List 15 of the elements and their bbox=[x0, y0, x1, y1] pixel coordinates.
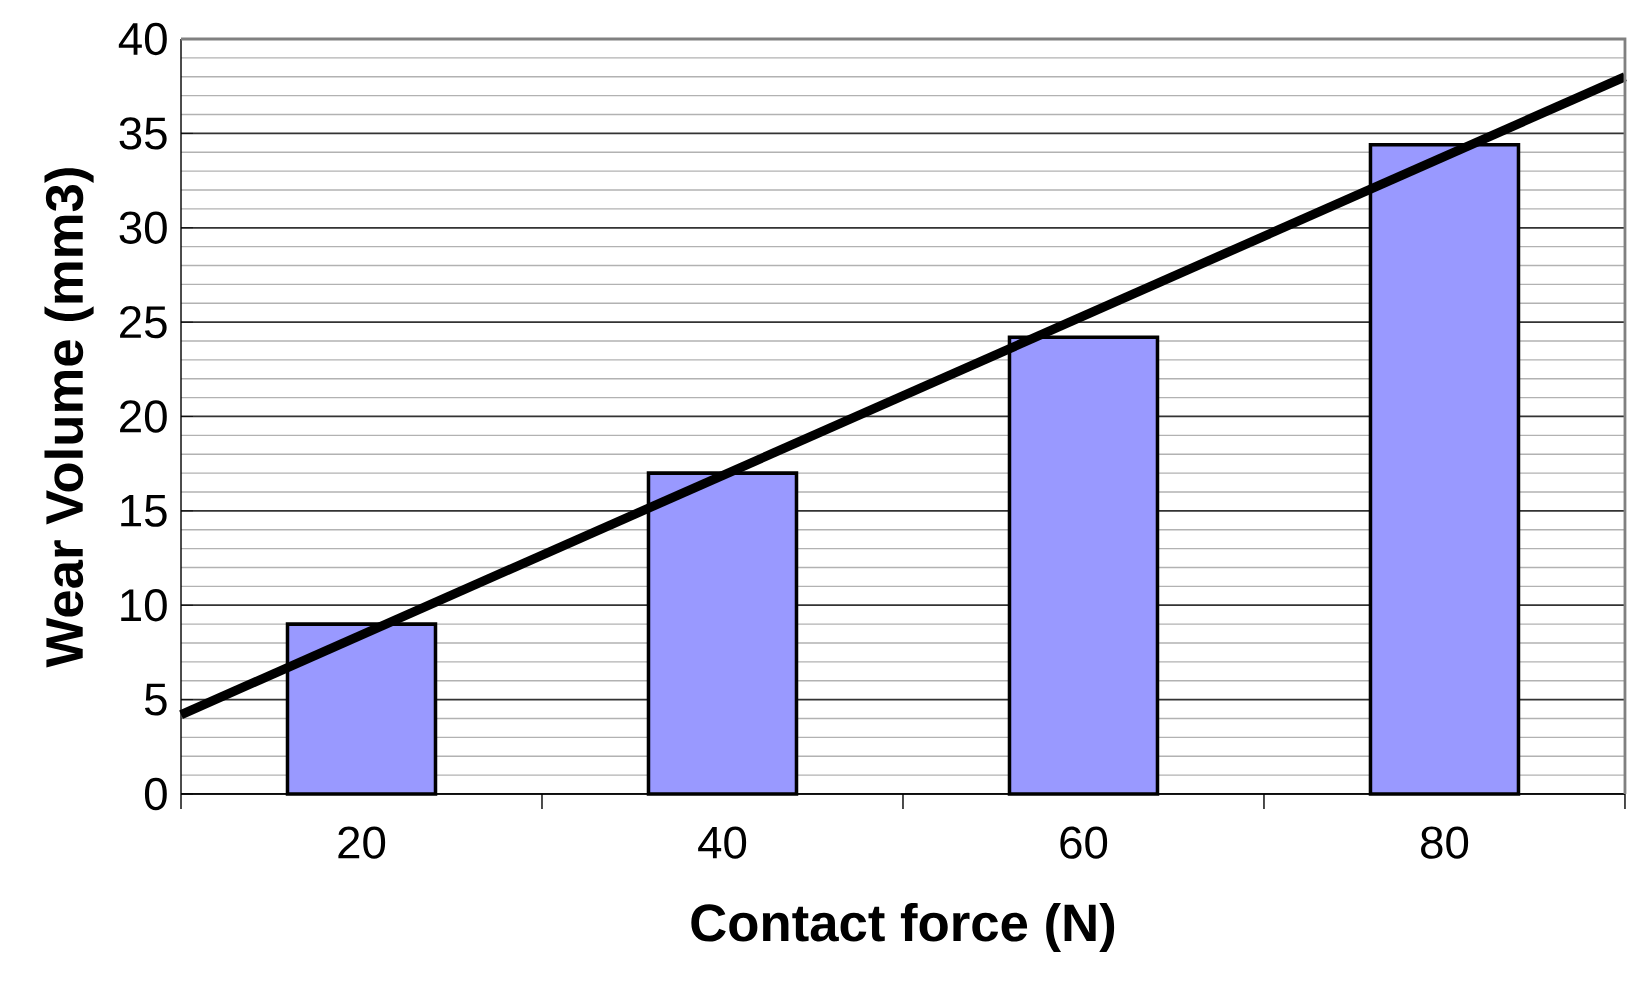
y-tick-label: 35 bbox=[119, 117, 167, 150]
y-tick-label: 40 bbox=[118, 22, 167, 56]
y-tick-label: 30 bbox=[119, 211, 167, 244]
y-axis-title: Wear Volume (mm3) bbox=[44, 168, 94, 668]
x-tick-label: 60 bbox=[1060, 826, 1108, 859]
x-tick-label: 80 bbox=[1421, 826, 1469, 859]
y-tick-label: 10 bbox=[121, 589, 167, 622]
y-tick-label: 20 bbox=[120, 400, 167, 433]
x-axis-title: Contact force (N) bbox=[691, 902, 1115, 952]
y-tick-label: 25 bbox=[120, 305, 167, 339]
x-tick-label: 20 bbox=[338, 826, 386, 859]
x-tick-label: 40 bbox=[698, 826, 747, 859]
y-tick-label: 15 bbox=[121, 494, 167, 527]
y-tick-label: 0 bbox=[144, 777, 167, 811]
y-tick-label: 5 bbox=[144, 683, 167, 716]
